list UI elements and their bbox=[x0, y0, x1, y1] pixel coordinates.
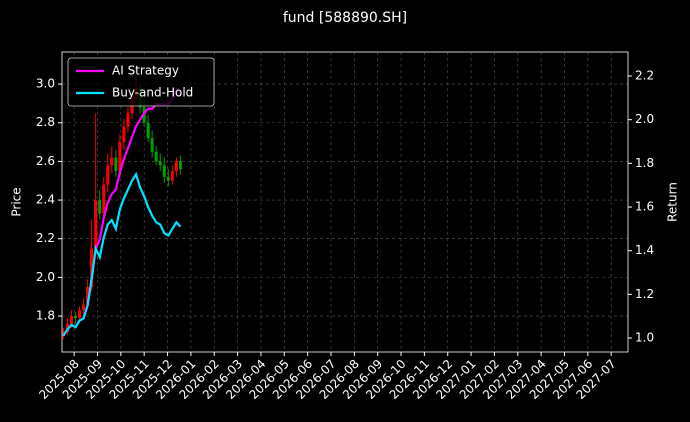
candle-body bbox=[94, 200, 98, 249]
candle-body bbox=[174, 161, 178, 172]
legend-box bbox=[67, 57, 215, 107]
y-tick-label: 2.2 bbox=[36, 231, 55, 245]
y-tick-label: 2.6 bbox=[36, 154, 55, 168]
y2-tick-label: 2.0 bbox=[635, 112, 654, 126]
candle-body bbox=[65, 323, 69, 332]
y2-tick-label: 2.2 bbox=[635, 69, 654, 83]
line-series bbox=[62, 171, 182, 337]
y2-tick-label: 1.8 bbox=[635, 156, 654, 170]
y-tick-label: 1.8 bbox=[36, 309, 55, 323]
candle-body bbox=[166, 176, 170, 181]
candle-body bbox=[114, 157, 118, 172]
y2-tick-label: 1.4 bbox=[635, 243, 654, 257]
y-axis-label: Price bbox=[10, 187, 24, 216]
candle-body bbox=[110, 157, 114, 166]
candle-body bbox=[122, 126, 126, 143]
line-series bbox=[62, 87, 182, 337]
candle-body bbox=[146, 122, 150, 139]
candle-body bbox=[150, 138, 154, 152]
y-tick-label: 2.8 bbox=[36, 115, 55, 129]
candle-body bbox=[126, 113, 130, 127]
y2-tick-label: 1.0 bbox=[635, 331, 654, 345]
legend-label: Buy-and-Hold bbox=[112, 86, 193, 100]
y2-axis-label: Return bbox=[666, 182, 680, 222]
candle-body bbox=[69, 316, 73, 324]
y2-tick-label: 1.2 bbox=[635, 287, 654, 301]
legend-label: AI Strategy bbox=[112, 64, 179, 78]
candle-body bbox=[61, 331, 65, 336]
y-tick-label: 3.0 bbox=[36, 77, 55, 91]
candle-body bbox=[106, 165, 110, 185]
candle-body bbox=[118, 142, 122, 172]
legend: AI Strategy Buy-and-Hold bbox=[67, 57, 215, 107]
candle-body bbox=[90, 248, 94, 288]
candle-body bbox=[158, 161, 162, 166]
candle-body bbox=[154, 151, 158, 162]
candle-body bbox=[82, 304, 86, 311]
plot-frame bbox=[61, 51, 629, 353]
y-tick-label: 2.0 bbox=[36, 270, 55, 284]
y-tick-label: 2.4 bbox=[36, 193, 55, 207]
candle-body bbox=[86, 287, 90, 305]
y2-tick-label: 1.6 bbox=[635, 200, 654, 214]
candle-body bbox=[74, 316, 78, 318]
candle-body bbox=[162, 165, 166, 177]
candle-body bbox=[78, 310, 82, 318]
chart-title: fund [588890.SH] bbox=[283, 10, 407, 26]
candle-body bbox=[102, 184, 106, 214]
candle-body bbox=[98, 200, 102, 214]
candle-body bbox=[178, 161, 182, 170]
candle-body bbox=[170, 171, 174, 181]
